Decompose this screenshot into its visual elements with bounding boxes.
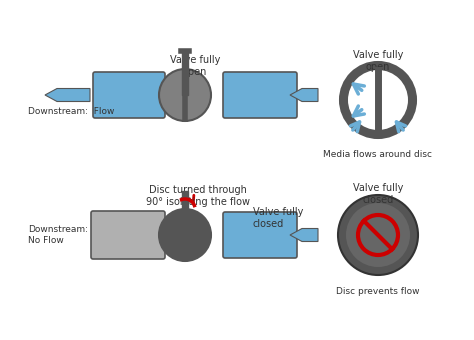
Text: Disc prevents flow: Disc prevents flow	[336, 287, 420, 296]
Text: Downstream:  Flow: Downstream: Flow	[28, 107, 114, 117]
Text: Disc turned through
90° isolating the flow: Disc turned through 90° isolating the fl…	[146, 185, 250, 207]
Text: Downstream:
No Flow: Downstream: No Flow	[28, 225, 88, 245]
FancyArrow shape	[290, 228, 318, 241]
FancyArrow shape	[45, 88, 90, 102]
Text: Valve fully
closed: Valve fully closed	[253, 207, 303, 228]
FancyBboxPatch shape	[91, 211, 165, 259]
Circle shape	[346, 203, 410, 267]
FancyBboxPatch shape	[182, 191, 188, 235]
FancyBboxPatch shape	[223, 212, 297, 258]
FancyBboxPatch shape	[93, 72, 165, 118]
Circle shape	[340, 62, 416, 138]
FancyBboxPatch shape	[182, 51, 188, 95]
FancyArrow shape	[290, 88, 318, 102]
Circle shape	[159, 209, 211, 261]
FancyBboxPatch shape	[223, 72, 297, 118]
Circle shape	[338, 195, 418, 275]
Circle shape	[348, 70, 408, 130]
Text: Valve fully
open: Valve fully open	[170, 55, 220, 76]
Circle shape	[159, 69, 211, 121]
Text: Valve fully
open: Valve fully open	[353, 50, 403, 72]
Text: Media flows around disc: Media flows around disc	[323, 150, 432, 159]
Text: Valve fully
closed: Valve fully closed	[353, 183, 403, 205]
